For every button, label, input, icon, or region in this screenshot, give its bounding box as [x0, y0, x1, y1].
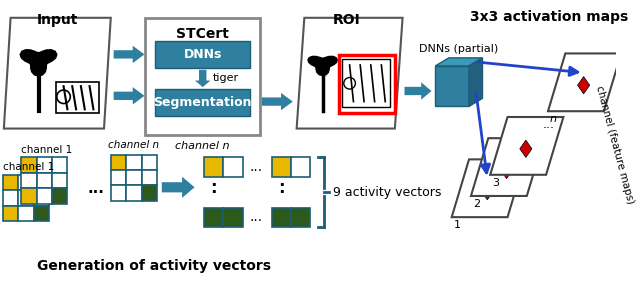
Polygon shape — [262, 93, 292, 110]
Polygon shape — [195, 70, 211, 87]
Text: ...: ... — [88, 181, 105, 196]
Polygon shape — [490, 117, 563, 175]
FancyBboxPatch shape — [145, 18, 260, 135]
Polygon shape — [500, 161, 513, 179]
Circle shape — [57, 90, 70, 104]
Polygon shape — [481, 182, 493, 200]
Text: ...: ... — [250, 160, 263, 174]
Text: :: : — [211, 179, 217, 197]
Bar — [3, 175, 19, 190]
Text: ROI: ROI — [333, 13, 360, 27]
Text: n: n — [550, 114, 557, 124]
Text: ...: ... — [542, 118, 554, 131]
Bar — [3, 190, 19, 206]
Bar — [34, 175, 49, 190]
Bar — [34, 190, 49, 206]
Bar — [223, 208, 243, 227]
Bar — [339, 55, 395, 113]
Bar — [19, 175, 34, 190]
Text: DNNs: DNNs — [184, 48, 222, 61]
Bar — [52, 173, 67, 188]
Bar — [141, 154, 157, 170]
Bar — [21, 173, 36, 188]
Polygon shape — [4, 18, 111, 128]
Polygon shape — [296, 18, 403, 128]
Text: 1: 1 — [454, 220, 461, 230]
Bar — [342, 59, 390, 107]
Bar — [155, 41, 250, 68]
Bar — [291, 158, 310, 177]
Polygon shape — [452, 159, 525, 217]
Bar — [223, 158, 243, 177]
Text: ...: ... — [250, 210, 263, 224]
Polygon shape — [114, 46, 145, 63]
Bar — [111, 170, 126, 185]
Polygon shape — [162, 177, 195, 198]
Text: STCert: STCert — [176, 27, 229, 41]
Bar — [126, 170, 141, 185]
Text: 2: 2 — [473, 199, 480, 209]
Bar — [19, 190, 34, 206]
Bar — [204, 208, 223, 227]
Polygon shape — [308, 56, 337, 76]
Bar — [271, 158, 291, 177]
Bar — [111, 185, 126, 201]
Bar — [36, 173, 52, 188]
Text: 3: 3 — [492, 178, 499, 188]
Bar — [126, 154, 141, 170]
Bar — [141, 185, 157, 201]
Polygon shape — [435, 58, 483, 66]
Text: 3x3 activation maps: 3x3 activation maps — [470, 10, 628, 24]
Bar — [34, 206, 49, 221]
Polygon shape — [114, 87, 145, 104]
Bar — [52, 158, 67, 173]
Bar — [141, 170, 157, 185]
Text: channel n: channel n — [175, 141, 230, 151]
Bar — [111, 154, 126, 170]
Bar — [36, 158, 52, 173]
Polygon shape — [471, 138, 544, 196]
Text: channel n: channel n — [108, 140, 159, 150]
Bar — [271, 208, 291, 227]
Polygon shape — [404, 82, 431, 100]
Bar — [21, 188, 36, 204]
Text: :: : — [278, 179, 285, 197]
Bar — [56, 82, 99, 113]
Bar — [291, 208, 310, 227]
Text: Segmentation: Segmentation — [154, 96, 252, 109]
Text: channel 1: channel 1 — [21, 144, 72, 154]
Bar — [204, 158, 223, 177]
Bar — [126, 185, 141, 201]
Circle shape — [344, 78, 355, 89]
Text: 9 activity vectors: 9 activity vectors — [333, 186, 442, 198]
Bar — [19, 206, 34, 221]
Text: channel (feature maps): channel (feature maps) — [594, 85, 635, 205]
Bar — [52, 188, 67, 204]
Polygon shape — [520, 140, 532, 158]
Text: channel 1: channel 1 — [3, 162, 54, 172]
Polygon shape — [577, 77, 589, 94]
Bar — [3, 206, 19, 221]
Text: DNNs (partial): DNNs (partial) — [419, 44, 499, 54]
Bar — [36, 188, 52, 204]
Polygon shape — [548, 53, 621, 111]
Text: tiger: tiger — [212, 74, 239, 84]
Text: Input: Input — [37, 13, 79, 27]
Bar — [155, 89, 250, 116]
Text: Generation of activity vectors: Generation of activity vectors — [37, 259, 271, 273]
Bar — [435, 66, 469, 106]
Bar — [21, 158, 36, 173]
Polygon shape — [469, 58, 483, 106]
Polygon shape — [20, 50, 57, 76]
